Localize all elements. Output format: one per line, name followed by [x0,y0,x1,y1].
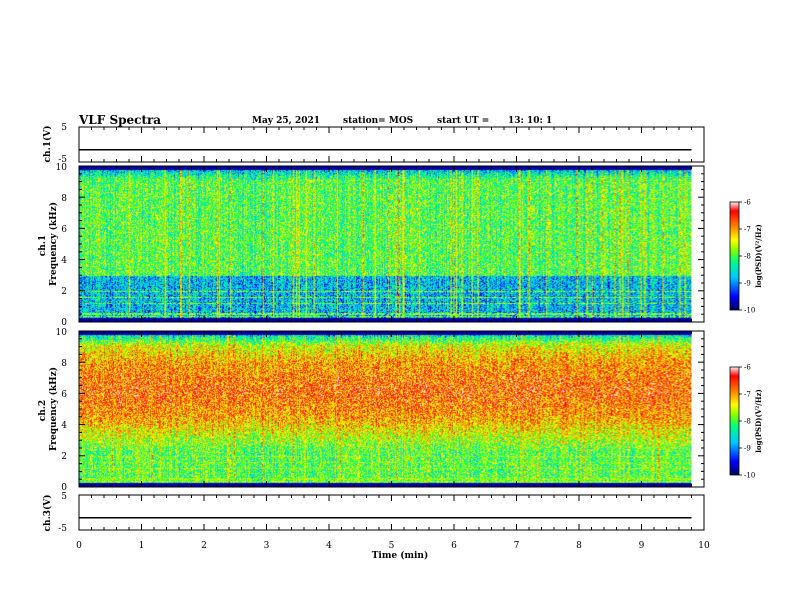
ch2-colorbar-gradient [730,367,739,475]
ch2-spectrogram-panel: 0 2 4 6 8 10 ch.2 Frequency (kHz) [38,328,705,493]
ch2-freq-tick-10: 10 [56,328,68,338]
ch2-freq-tick-0: 0 [61,483,67,493]
ch2-colorbar-label: log(PSD)(V²/Hz) [754,389,763,453]
ch2-freq-tick-6: 6 [61,390,67,400]
ch1-colorbar-tick-label: -7 [744,226,751,234]
time-tick-label: 0 [76,541,82,551]
ch2-colorbar-tick-label: -8 [744,418,751,426]
ch2-spectrogram-ylabel-line2: Frequency (kHz) [48,367,59,451]
ch3-voltage-ticks [78,495,705,530]
ch3-voltage-ylabel: ch.3(V) [42,495,53,532]
ch1-freq-tick-0: 0 [61,318,67,328]
ch2-colorbar-tick-label: -9 [744,445,751,453]
ch1-ytick-minus5: -5 [58,155,67,165]
ch1-spectrogram-panel: 0 2 4 6 8 10 ch.1 Frequency (kHz) [38,163,705,328]
ch2-colorbar-tick-label: -6 [744,364,751,372]
ch1-spectrogram-ylabel: ch.1 Frequency (kHz) [38,202,59,286]
time-tick-label: 7 [514,541,520,551]
start-time-label: start UT = [437,116,489,126]
time-axis-label: Time (min) [372,550,429,561]
ch1-freq-tick-10: 10 [56,163,68,173]
time-tick-label: 5 [389,541,395,551]
ch1-colorbar: -6 -7 -8 -9 -10 log(PSD)(V²/Hz) [729,199,763,315]
ch1-colorbar-tick-label: -9 [744,280,751,288]
ch1-spectrogram-ticks [78,165,705,323]
ch1-spectrogram-ylabel-line1: ch.1 [38,235,48,256]
station-label: station= MOS [343,116,413,126]
time-tick-label: 2 [201,541,207,551]
ch1-spectrogram-image [79,166,692,322]
ch2-freq-tick-4: 4 [61,421,67,431]
ch1-colorbar-tick-label: -8 [744,253,751,261]
ch1-colorbar-gradient [730,202,739,310]
start-time-value: 13: 10: 1 [508,116,552,126]
time-axis-tick-labels: 0 1 2 3 4 5 6 7 8 9 10 [76,541,710,551]
ch1-voltage-ylabel: ch.1(V) [42,126,53,163]
ch2-spectrogram-ylabel: ch.2 Frequency (kHz) [38,367,59,451]
ch1-freq-tick-8: 8 [61,194,67,204]
ch2-colorbar-tick-label: -7 [744,391,751,399]
ch3-voltage-panel: 5 -5 ch.3(V) [42,492,705,534]
ch2-freq-tick-2: 2 [61,452,67,462]
ch2-spectrogram-ylabel-line1: ch.2 [38,400,48,421]
ch2-colorbar-ticks: -6 -7 -8 -9 -10 [739,364,755,480]
time-tick-label: 9 [639,541,645,551]
ch1-freq-tick-4: 4 [61,256,67,266]
time-tick-label: 10 [698,541,710,551]
ch1-colorbar-tick-label: -10 [744,307,755,315]
figure-title: VLF Spectra [78,113,161,127]
time-tick-label: 1 [139,541,145,551]
ch1-colorbar-label: log(PSD)(V²/Hz) [754,224,763,288]
ch2-colorbar: -6 -7 -8 -9 -10 log(PSD)(V²/Hz) [729,364,763,480]
ch1-ytick-5: 5 [61,123,67,133]
time-tick-label: 3 [264,541,270,551]
ch1-freq-tick-6: 6 [61,225,67,235]
ch1-spectrogram-ylabel-line2: Frequency (kHz) [48,202,59,286]
ch1-freq-tick-2: 2 [61,287,67,297]
date-label: May 25, 2021 [252,116,320,126]
ch1-voltage-panel: 5 -5 ch.1(V) [42,123,705,165]
time-tick-label: 8 [576,541,582,551]
ch2-colorbar-tick-label: -10 [744,472,755,480]
time-tick-label: 6 [451,541,457,551]
ch2-freq-tick-8: 8 [61,359,67,369]
ch3-ytick-minus5: -5 [58,524,67,534]
ch2-spectrogram-ticks [78,330,705,488]
ch1-colorbar-ticks: -6 -7 -8 -9 -10 [739,199,755,315]
ch1-colorbar-tick-label: -6 [744,199,751,207]
time-tick-label: 4 [326,541,332,551]
ch2-spectrogram-image [79,331,692,487]
ch1-voltage-ticks [78,127,705,162]
ch3-ytick-5: 5 [61,492,67,502]
